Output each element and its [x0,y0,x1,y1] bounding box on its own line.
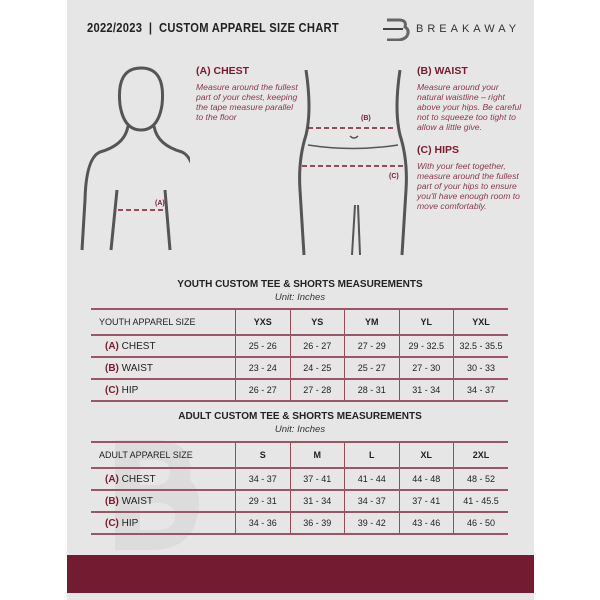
cell: 28 - 31 [344,379,400,401]
adult-size-table: ADULT APPAREL SIZE S M L XL 2XL (A) CHES… [91,441,508,535]
row-label: (B) WAIST [91,490,236,512]
cell: 46 - 50 [453,512,508,534]
adult-table-unit: Unit: Inches [274,424,326,435]
lower-body-illustration [298,70,408,256]
cell: 27 - 28 [289,379,345,401]
cell: 32.5 - 35.5 [453,335,508,357]
cell: 25 - 26 [235,335,291,357]
row-label: (B) WAIST [91,357,236,379]
waist-heading: (B) WAIST [417,65,468,77]
cell: 25 - 27 [344,357,400,379]
waist-hips-instructions: (B) WAIST Measure around your natural wa… [417,65,522,211]
youth-size-table: YOUTH APPAREL SIZE YXS YS YM YL YXL (A) … [91,308,508,402]
size-header: L [344,442,400,468]
row-label: (C) HIP [91,379,236,401]
size-header: S [235,442,291,468]
size-header: YXS [235,309,291,335]
table-row: (A) CHEST 25 - 26 26 - 27 27 - 29 29 - 32.5 3… [91,335,508,357]
table-header-row: YOUTH APPAREL SIZE YXS YS YM YL YXL [91,309,508,335]
size-header: 2XL [453,442,508,468]
upper-body-illustration [80,66,190,251]
row-header: ADULT APPAREL SIZE [91,442,236,468]
size-header: YS [289,309,345,335]
cell: 29 - 31 [235,490,291,512]
chest-marker: (A) [155,200,165,207]
size-header: YM [344,309,400,335]
brand-logo-icon [383,18,410,41]
youth-table-unit: Unit: Inches [274,292,326,303]
size-header: YL [398,309,454,335]
row-label: (A) CHEST [91,335,236,357]
chest-heading: (A) CHEST [196,65,250,77]
cell: 26 - 27 [235,379,291,401]
cell: 27 - 30 [398,357,454,379]
cell: 27 - 29 [344,335,400,357]
row-label: (A) CHEST [91,468,236,490]
cell: 36 - 39 [289,512,345,534]
cell: 23 - 24 [235,357,291,379]
adult-table-title: ADULT CUSTOM TEE & SHORTS MEASUREMENTS [178,411,422,422]
cell: 37 - 41 [398,490,454,512]
spacer [417,132,522,144]
size-header: XL [398,442,454,468]
hips-marker: (C) [389,173,399,180]
brand-name: BREAKAWAY [416,23,521,35]
table-row: (C) HIP 26 - 27 27 - 28 28 - 31 31 - 34 34 - … [91,379,508,401]
cell: 34 - 36 [235,512,291,534]
youth-table-title: YOUTH CUSTOM TEE & SHORTS MEASUREMENTS [177,279,423,290]
table-row: (A) CHEST 34 - 37 37 - 41 41 - 44 44 - 48 48 … [91,468,508,490]
table-row: (B) WAIST 29 - 31 31 - 34 34 - 37 37 - 41 41 … [91,490,508,512]
size-header: M [289,442,345,468]
table-header-row: ADULT APPAREL SIZE S M L XL 2XL [91,442,508,468]
size-header: YXL [453,309,508,335]
cell: 31 - 34 [398,379,454,401]
table-row: (B) WAIST 23 - 24 24 - 25 25 - 27 27 - 30 30 … [91,357,508,379]
cell: 43 - 46 [398,512,454,534]
cell: 26 - 27 [289,335,345,357]
hips-description: With your feet together, measure around … [417,161,520,211]
cell: 34 - 37 [235,468,291,490]
table-row: (C) HIP 34 - 36 36 - 39 39 - 42 43 - 46 46 - … [91,512,508,534]
cell: 48 - 52 [453,468,508,490]
cell: 34 - 37 [344,490,400,512]
page-title: 2022/2023 | CUSTOM APPAREL SIZE CHART [87,20,339,35]
footer-band [67,555,534,593]
cell: 29 - 32.5 [398,335,454,357]
row-header: YOUTH APPAREL SIZE [91,309,236,335]
cell: 41 - 45.5 [453,490,508,512]
chest-description: Measure around the fullest part of your … [196,82,298,122]
cell: 44 - 48 [398,468,454,490]
cell: 31 - 34 [289,490,345,512]
row-label: (C) HIP [91,512,236,534]
cell: 41 - 44 [344,468,400,490]
cell: 24 - 25 [289,357,345,379]
waist-marker: (B) [361,115,371,122]
cell: 37 - 41 [289,468,345,490]
cell: 34 - 37 [453,379,508,401]
chest-instructions: (A) CHEST Measure around the fullest par… [196,65,301,122]
cell: 30 - 33 [453,357,508,379]
cell: 39 - 42 [344,512,400,534]
hips-heading: (C) HIPS [417,144,459,156]
waist-description: Measure around your natural waistline – … [417,82,522,132]
